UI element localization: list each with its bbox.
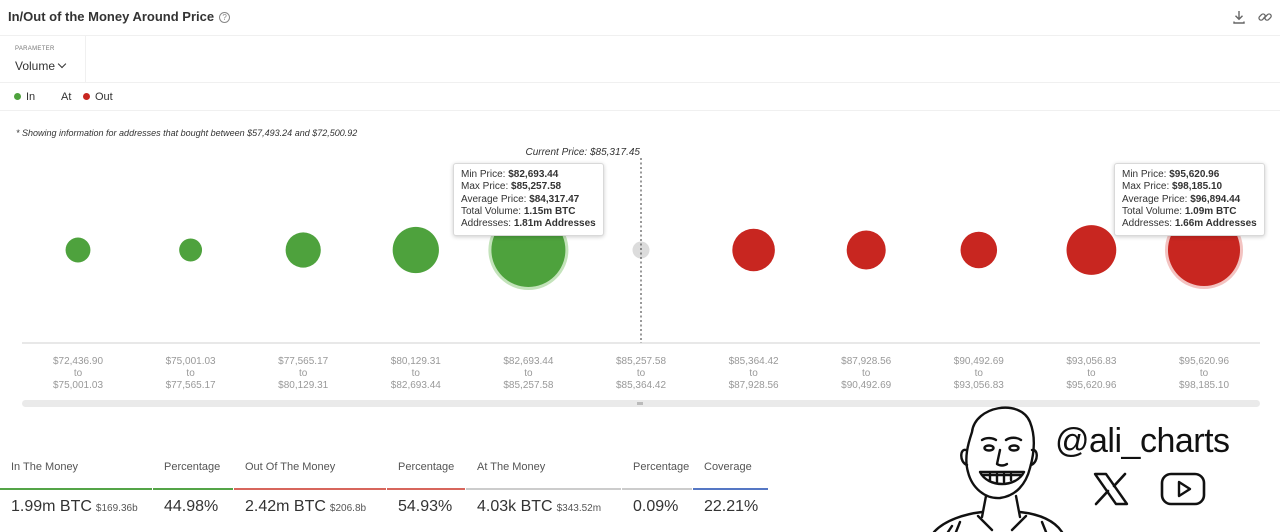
x-tick-label: $82,693.44: [391, 380, 441, 391]
brand-handle: @ali_charts: [1055, 422, 1230, 460]
parameter-dropdown[interactable]: Volume: [15, 59, 67, 73]
stat-in-the-money: In The Money 1.99m BTC $169.36b: [0, 460, 152, 516]
x-tick-label: $80,129.31: [391, 356, 441, 367]
divider: [0, 82, 1280, 83]
x-tick-label: $93,056.83: [954, 380, 1004, 391]
x-tick-label: to: [74, 368, 83, 379]
itm-bubble-chart: $72,436.90to$75,001.03$75,001.03to$77,56…: [22, 147, 1260, 407]
tooltip-row: Addresses: 1.81m Addresses: [461, 218, 596, 230]
stat-out-percentage: Percentage 54.93%: [387, 460, 465, 516]
bubble-out-8[interactable]: [960, 231, 998, 269]
x-tick-label: to: [749, 368, 758, 379]
panel-header: In/Out of the Money Around Price?: [0, 0, 1280, 36]
scrollbar-grip[interactable]: [637, 402, 643, 405]
panel-title: In/Out of the Money Around Price?: [8, 9, 231, 24]
bubble-out-7[interactable]: [846, 230, 886, 270]
x-tick-label: $95,620.96: [1066, 380, 1116, 391]
x-tick-label: $85,364.42: [729, 356, 779, 367]
x-tick-label: to: [1200, 368, 1209, 379]
tooltip-row: Max Price: $98,185.10: [1122, 181, 1223, 193]
x-tick-label: $75,001.03: [166, 356, 216, 367]
tooltip-row: Average Price: $84,317.47: [461, 193, 580, 205]
legend-item-out[interactable]: Out: [83, 91, 113, 103]
x-tick-label: to: [186, 368, 195, 379]
x-tick-label: $85,364.42: [616, 380, 666, 391]
question-circle-icon[interactable]: ?: [219, 12, 231, 23]
stat-at-the-money: At The Money 4.03k BTC $343.52m: [466, 460, 621, 516]
legend-dot-in: [14, 93, 21, 100]
parameter-selector[interactable]: PARAMETER Volume: [0, 36, 86, 82]
x-tick-label: $75,001.03: [53, 380, 103, 391]
bubble-in-3[interactable]: [392, 226, 439, 274]
brand-watermark: @ali_charts: [930, 392, 1280, 532]
x-tick-label: $85,257.58: [503, 380, 553, 391]
divider: [0, 110, 1280, 111]
legend-item-at[interactable]: At: [61, 91, 72, 103]
cartoon-portrait: [932, 406, 1064, 532]
x-tick-label: $80,129.31: [278, 380, 328, 391]
x-tick-label: $98,185.10: [1179, 380, 1229, 391]
tooltip-row: Addresses: 1.66m Addresses: [1122, 218, 1257, 230]
legend-item-in[interactable]: In: [14, 91, 35, 103]
bubble-in-1[interactable]: [179, 238, 203, 262]
link-icon[interactable]: [1257, 9, 1273, 25]
x-tick-label: $85,257.58: [616, 356, 666, 367]
chevron-down-icon: [57, 59, 67, 69]
x-tick-label: $93,056.83: [1066, 356, 1116, 367]
tooltip-bucket-4: Min Price: $82,693.44 Max Price: $85,257…: [453, 163, 604, 237]
youtube-icon[interactable]: [1160, 472, 1206, 506]
x-tick-label: $90,492.69: [954, 356, 1004, 367]
stat-underline: [622, 488, 692, 490]
bubble-in-0[interactable]: [65, 237, 91, 263]
tooltip-row: Average Price: $96,894.44: [1122, 193, 1241, 205]
stat-out-of-the-money: Out Of The Money 2.42m BTC $206.8b: [234, 460, 386, 516]
x-tick-label: $72,436.90: [53, 356, 103, 367]
bubble-in-2[interactable]: [285, 232, 321, 268]
stat-coverage: Coverage 22.21%: [693, 460, 768, 516]
legend-dot-out: [83, 93, 90, 100]
stat-underline: [0, 488, 152, 490]
bubble-out-9[interactable]: [1066, 225, 1117, 275]
x-tick-label: $77,565.17: [278, 356, 328, 367]
bubble-out-6[interactable]: [732, 228, 775, 272]
address-range-note: * Showing information for addresses that…: [16, 128, 358, 138]
x-tick-label: to: [299, 368, 308, 379]
x-tick-label: $95,620.96: [1179, 356, 1229, 367]
download-icon[interactable]: [1231, 9, 1247, 25]
x-logo-icon[interactable]: [1092, 472, 1130, 506]
tooltip-row: Min Price: $82,693.44: [461, 169, 559, 180]
x-tick-label: to: [524, 368, 533, 379]
stat-underline: [387, 488, 465, 490]
x-tick-label: to: [1087, 368, 1096, 379]
stat-underline: [693, 488, 768, 490]
tooltip-row: Total Volume: 1.15m BTC: [461, 205, 576, 217]
stat-at-percentage: Percentage 0.09%: [622, 460, 692, 516]
x-tick-label: $82,693.44: [503, 356, 553, 367]
x-tick-label: $77,565.17: [166, 380, 216, 391]
x-tick-label: to: [862, 368, 871, 379]
x-tick-label: to: [412, 368, 421, 379]
stat-underline: [153, 488, 233, 490]
tooltip-row: Total Volume: 1.09m BTC: [1122, 205, 1237, 217]
tooltip-row: Max Price: $85,257.58: [461, 181, 562, 193]
stat-underline: [466, 488, 621, 490]
stat-underline: [234, 488, 386, 490]
x-tick-label: to: [975, 368, 984, 379]
x-tick-label: $90,492.69: [841, 380, 891, 391]
x-tick-label: $87,928.56: [729, 380, 779, 391]
parameter-label: PARAMETER: [15, 46, 55, 52]
x-tick-label: $87,928.56: [841, 356, 891, 367]
tooltip-bucket-10: Min Price: $95,620.96 Max Price: $98,185…: [1114, 163, 1265, 237]
current-price-label: Current Price: $85,317.45: [525, 147, 640, 158]
stat-in-percentage: Percentage 44.98%: [153, 460, 233, 516]
tooltip-row: Min Price: $95,620.96: [1122, 169, 1220, 180]
x-tick-label: to: [637, 368, 646, 379]
